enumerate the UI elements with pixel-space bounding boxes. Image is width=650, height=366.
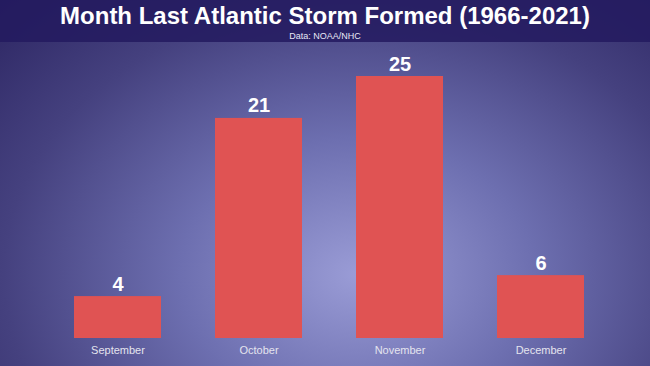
svg-text:6: 6 xyxy=(535,252,546,274)
svg-text:October: October xyxy=(239,344,278,356)
svg-text:November: November xyxy=(375,344,426,356)
svg-text:21: 21 xyxy=(248,94,270,116)
html-text:Month Last Atlantic Storm Form: Month Last Atlantic Storm Formed (1966-2… xyxy=(60,2,590,29)
svg-text:September: September xyxy=(91,344,145,356)
svg-text:25: 25 xyxy=(389,53,411,75)
html-text:Data: NOAA/NHC: Data: NOAA/NHC xyxy=(289,31,361,41)
svg-text:December: December xyxy=(516,344,567,356)
svg-text:4: 4 xyxy=(112,273,124,295)
